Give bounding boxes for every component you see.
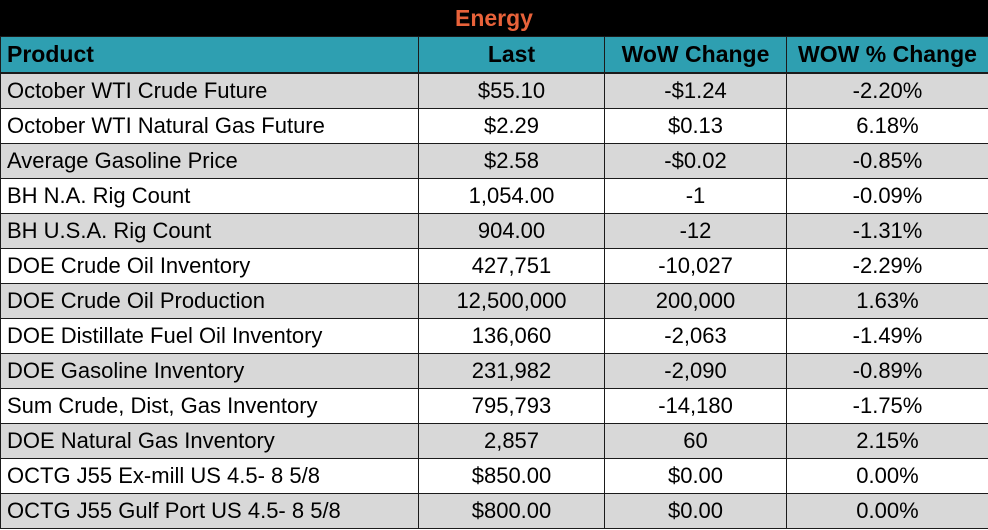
cell-last: 1,054.00 xyxy=(418,178,605,214)
cell-wow-change: $0.00 xyxy=(604,493,787,529)
cell-last: 136,060 xyxy=(418,318,605,354)
column-header-wow-change: WoW Change xyxy=(604,36,787,74)
cell-wow-change: -$1.24 xyxy=(604,72,787,109)
cell-wow-pct-change: -0.09% xyxy=(786,178,988,214)
cell-last: $800.00 xyxy=(418,493,605,529)
cell-wow-pct-change: -1.31% xyxy=(786,213,988,249)
cell-wow-pct-change: 2.15% xyxy=(786,423,988,459)
cell-wow-change: 60 xyxy=(604,423,787,459)
cell-wow-pct-change: -2.29% xyxy=(786,248,988,284)
table-row: Average Gasoline Price $2.58 -$0.02 -0.85% xyxy=(0,143,988,179)
cell-last: 12,500,000 xyxy=(418,283,605,319)
cell-product: October WTI Natural Gas Future xyxy=(0,108,419,144)
cell-product: OCTG J55 Gulf Port US 4.5- 8 5/8 xyxy=(0,493,419,529)
cell-product: Average Gasoline Price xyxy=(0,143,419,179)
cell-last: 904.00 xyxy=(418,213,605,249)
cell-wow-pct-change: 0.00% xyxy=(786,493,988,529)
cell-product: DOE Crude Oil Production xyxy=(0,283,419,319)
cell-product: BH N.A. Rig Count xyxy=(0,178,419,214)
table-row: BH N.A. Rig Count 1,054.00 -1 -0.09% xyxy=(0,178,988,214)
cell-wow-pct-change: -0.85% xyxy=(786,143,988,179)
table-row: October WTI Natural Gas Future $2.29 $0.13… xyxy=(0,108,988,144)
column-header-last: Last xyxy=(418,36,605,74)
cell-wow-change: -1 xyxy=(604,178,787,214)
cell-wow-change: $0.13 xyxy=(604,108,787,144)
table-row: Sum Crude, Dist, Gas Inventory 795,793 -14… xyxy=(0,388,988,424)
table-row: DOE Natural Gas Inventory 2,857 60 2.15% xyxy=(0,423,988,459)
table-row: DOE Distillate Fuel Oil Inventory 136,060… xyxy=(0,318,988,354)
cell-wow-change: -14,180 xyxy=(604,388,787,424)
column-header-product: Product xyxy=(0,36,419,74)
energy-table: Product Last WoW Change WOW % Change Oct… xyxy=(0,36,988,529)
cell-last: 2,857 xyxy=(418,423,605,459)
cell-wow-pct-change: -1.75% xyxy=(786,388,988,424)
cell-product: DOE Natural Gas Inventory xyxy=(0,423,419,459)
cell-last: $850.00 xyxy=(418,458,605,494)
cell-wow-pct-change: -1.49% xyxy=(786,318,988,354)
cell-product: DOE Distillate Fuel Oil Inventory xyxy=(0,318,419,354)
table-row: DOE Gasoline Inventory 231,982 -2,090 -0.89… xyxy=(0,353,988,389)
table-row: DOE Crude Oil Production 12,500,000 200,00… xyxy=(0,283,988,319)
cell-wow-pct-change: 1.63% xyxy=(786,283,988,319)
table-row: October WTI Crude Future $55.10 -$1.24 -2.2… xyxy=(0,72,988,109)
column-header-wow-pct-change: WOW % Change xyxy=(786,36,988,74)
cell-wow-change: $0.00 xyxy=(604,458,787,494)
cell-last: 427,751 xyxy=(418,248,605,284)
cell-wow-pct-change: 0.00% xyxy=(786,458,988,494)
table-row: BH U.S.A. Rig Count 904.00 -12 -1.31% xyxy=(0,213,988,249)
cell-product: DOE Gasoline Inventory xyxy=(0,353,419,389)
cell-product: BH U.S.A. Rig Count xyxy=(0,213,419,249)
cell-product: DOE Crude Oil Inventory xyxy=(0,248,419,284)
cell-wow-change: -12 xyxy=(604,213,787,249)
cell-wow-change: -2,090 xyxy=(604,353,787,389)
cell-wow-pct-change: -0.89% xyxy=(786,353,988,389)
cell-wow-change: -2,063 xyxy=(604,318,787,354)
cell-wow-change: -$0.02 xyxy=(604,143,787,179)
cell-last: $2.29 xyxy=(418,108,605,144)
table-title: Energy xyxy=(0,0,988,36)
cell-wow-change: -10,027 xyxy=(604,248,787,284)
cell-wow-change: 200,000 xyxy=(604,283,787,319)
table-row: OCTG J55 Ex-mill US 4.5- 8 5/8 $850.00 $0.… xyxy=(0,458,988,494)
cell-wow-pct-change: 6.18% xyxy=(786,108,988,144)
cell-product: October WTI Crude Future xyxy=(0,72,419,109)
cell-wow-pct-change: -2.20% xyxy=(786,72,988,109)
table-row: OCTG J55 Gulf Port US 4.5- 8 5/8 $800.00 $… xyxy=(0,493,988,529)
table-row: DOE Crude Oil Inventory 427,751 -10,027 -2.… xyxy=(0,248,988,284)
cell-product: OCTG J55 Ex-mill US 4.5- 8 5/8 xyxy=(0,458,419,494)
cell-last: $55.10 xyxy=(418,72,605,109)
header-row: Product Last WoW Change WOW % Change xyxy=(0,36,988,74)
cell-last: 231,982 xyxy=(418,353,605,389)
cell-last: 795,793 xyxy=(418,388,605,424)
cell-last: $2.58 xyxy=(418,143,605,179)
table-body: October WTI Crude Future $55.10 -$1.24 -2.2… xyxy=(0,72,988,529)
cell-product: Sum Crude, Dist, Gas Inventory xyxy=(0,388,419,424)
